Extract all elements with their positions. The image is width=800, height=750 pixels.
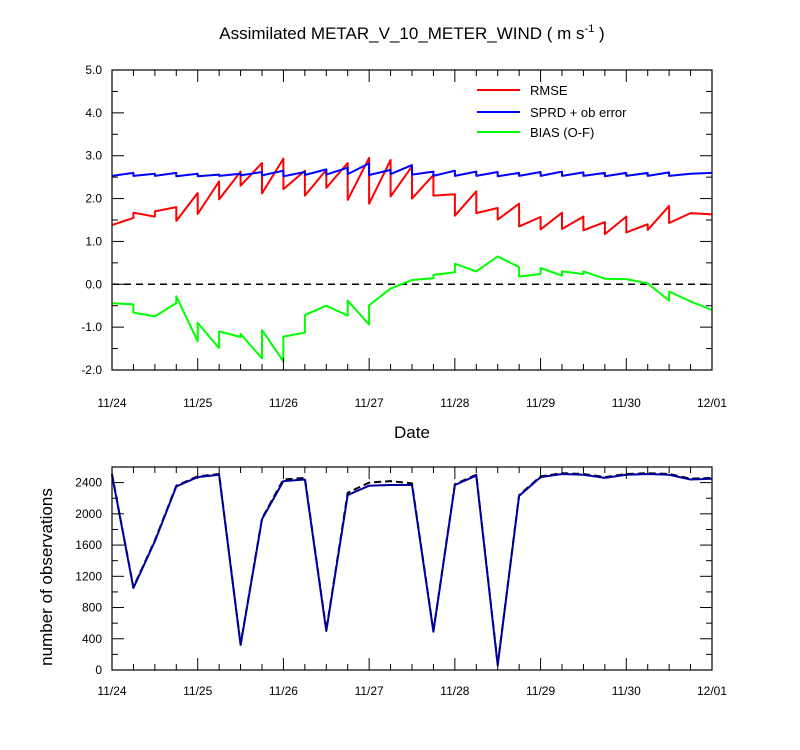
- chart-title-main: Assimilated METAR_V_10_METER_WIND ( m s: [219, 24, 584, 43]
- top-y-tick-label: 0.0: [85, 277, 102, 291]
- bottom-y-tick-label: 0: [95, 663, 102, 677]
- bottom-y-tick-label: 2000: [75, 507, 102, 521]
- top-x-tick-label: 11/24: [97, 396, 126, 410]
- bottom-x-tick-label: 11/30: [612, 684, 641, 698]
- bottom-series-group: [111, 472, 713, 667]
- top-y-tick-label: 1.0: [85, 234, 102, 248]
- top-x-tick-label: 11/30: [612, 396, 641, 410]
- bottom-x-tick-label: 11/25: [183, 684, 212, 698]
- top-y-tick-label: 4.0: [85, 106, 102, 120]
- bottom-x-tick-label: 11/27: [355, 684, 384, 698]
- series-line-bias-o-f: [111, 255, 713, 363]
- top-x-tick-label: 11/26: [269, 396, 298, 410]
- bottom-y-axis-title: number of observations: [37, 488, 56, 666]
- top-x-tick-label: 12/01: [697, 396, 727, 410]
- legend-label-rmse: RMSE: [530, 83, 568, 98]
- chart-title-superscript: -1: [585, 23, 595, 35]
- top-y-tick-label: -1.0: [81, 320, 102, 334]
- bottom-y-tick-label: 800: [82, 601, 102, 615]
- top-x-tick-label: 11/27: [355, 396, 384, 410]
- legend-label-spread: SPRD + ob error: [530, 105, 627, 120]
- bottom-plot-frame: [111, 466, 713, 671]
- chart-title-end: ): [594, 24, 604, 43]
- obs-line-possible: [111, 472, 713, 666]
- series-line-sprd-ob-error: [111, 162, 713, 178]
- legend: RMSE SPRD + ob error BIAS (O-F): [477, 83, 627, 140]
- top-panel: 11/24 11/25 11/26 11/27 11/28 11/29 11/30 12/01…: [81, 63, 727, 442]
- top-y-tick-label: 2.0: [85, 192, 102, 206]
- chart-title: Assimilated METAR_V_10_METER_WIND ( m s-…: [219, 23, 604, 43]
- bottom-x-tick-label: 11/26: [269, 684, 298, 698]
- bottom-y-tick-label: 400: [82, 632, 102, 646]
- top-x-tick-label: 11/25: [183, 396, 212, 410]
- bottom-y-tick-label: 1600: [75, 538, 102, 552]
- top-x-tick-label: 11/29: [526, 396, 555, 410]
- top-series-group: [111, 156, 713, 363]
- bottom-y-tick-label: 1200: [75, 569, 102, 583]
- top-x-tick-label: 11/28: [440, 396, 469, 410]
- top-y-tick-label: 3.0: [85, 149, 102, 163]
- bottom-x-tick-label: 11/24: [97, 684, 126, 698]
- top-x-axis-title: Date: [394, 423, 430, 442]
- bottom-x-tick-label: 12/01: [697, 684, 727, 698]
- bottom-x-tick-label: 11/28: [440, 684, 469, 698]
- top-y-tick-label: 5.0: [85, 63, 102, 77]
- bottom-panel: 11/24 11/25 11/26 11/27 11/28 11/29 11/30 12/01…: [37, 466, 727, 698]
- top-y-tick-label: -2.0: [81, 363, 102, 377]
- top-axis-ticks: 11/24 11/25 11/26 11/27 11/28 11/29 11/30 12/01…: [81, 63, 727, 410]
- bottom-y-tick-label: 2400: [75, 476, 102, 490]
- top-plot-frame: [111, 69, 713, 371]
- obs-line-assimilated: [111, 473, 713, 667]
- bottom-axis-ticks: 11/24 11/25 11/26 11/27 11/28 11/29 11/30 12/01…: [75, 466, 727, 698]
- legend-label-bias: BIAS (O-F): [530, 125, 594, 140]
- bottom-x-tick-label: 11/29: [526, 684, 555, 698]
